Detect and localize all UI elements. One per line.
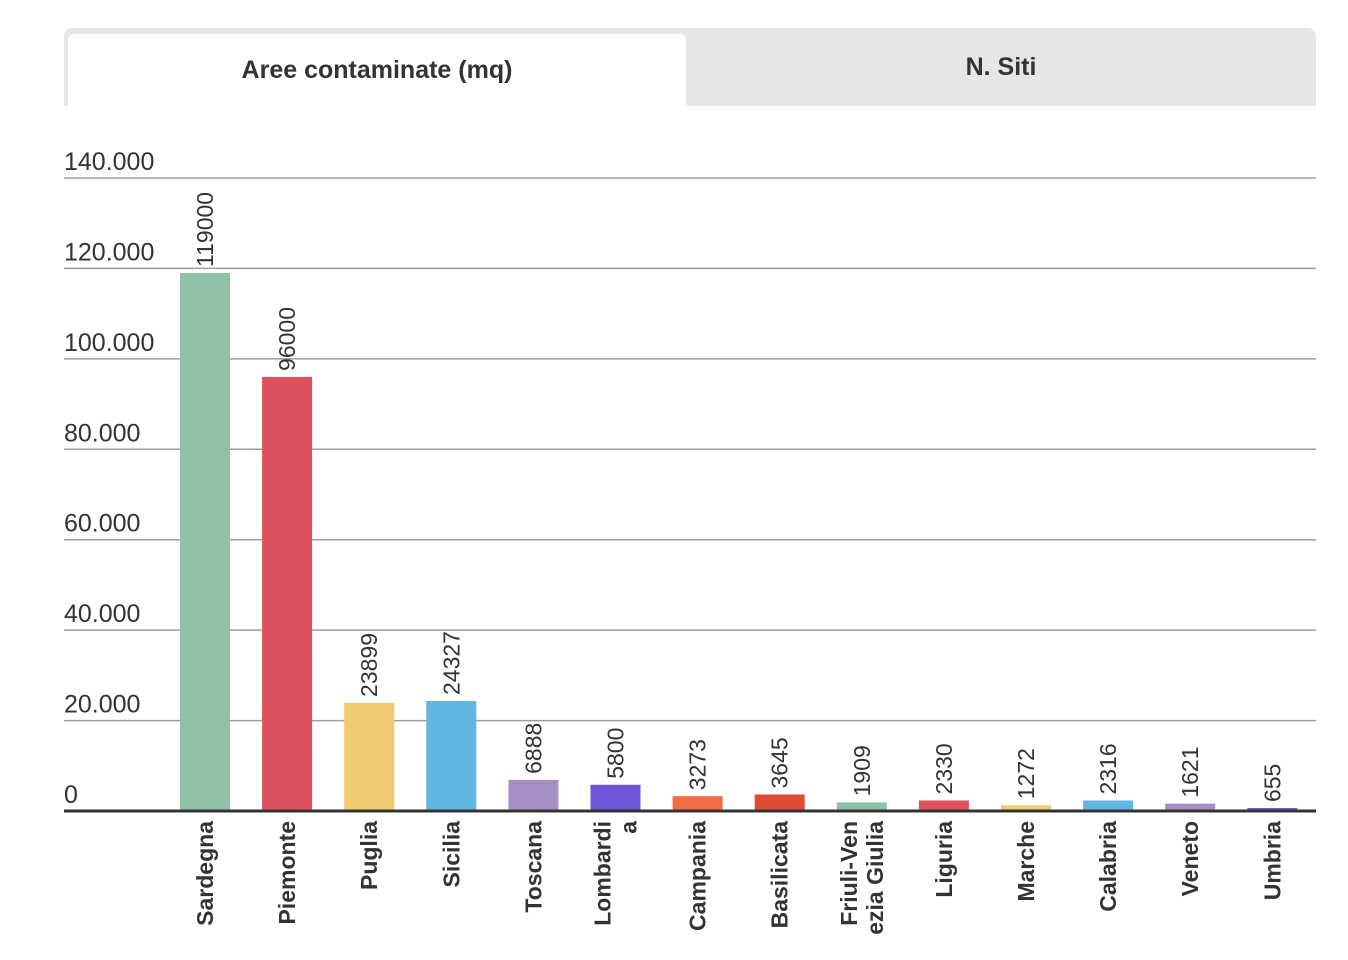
bar — [672, 796, 723, 811]
data-label: 3273 — [685, 739, 711, 790]
y-tick-label: 0 — [64, 781, 78, 809]
tab-aree-contaminate[interactable]: Aree contaminate (mq) — [68, 34, 686, 106]
tab-n-siti[interactable]: N. Siti — [965, 52, 1037, 81]
data-label: 119000 — [192, 192, 218, 267]
x-tick-label: Basilicata — [767, 821, 793, 929]
data-label: 2316 — [1095, 743, 1121, 794]
x-tick-label: a — [616, 821, 642, 834]
x-tick-label: Toscana — [520, 821, 546, 913]
data-label: 1272 — [1013, 748, 1039, 799]
x-tick-label: Campania — [685, 821, 711, 931]
data-label: 96000 — [274, 307, 300, 371]
data-label: 1909 — [849, 745, 875, 796]
x-tick-label: Veneto — [1177, 821, 1203, 896]
data-label: 3645 — [767, 737, 793, 788]
x-tick-label: Calabria — [1095, 821, 1121, 912]
bar — [836, 802, 887, 811]
bar — [1001, 805, 1051, 811]
x-tick-label: Piemonte — [274, 821, 300, 925]
bar — [508, 779, 559, 811]
data-label: 1621 — [1177, 746, 1203, 797]
bar — [262, 376, 313, 811]
data-label: 24327 — [438, 631, 464, 695]
data-label: 23899 — [356, 633, 382, 697]
y-tick-label: 140.000 — [64, 148, 154, 176]
tab-bar: Aree contaminate (mq) N. Siti — [64, 28, 1316, 106]
data-label: 2330 — [931, 743, 957, 794]
x-tick-label: Liguria — [931, 821, 957, 898]
data-label: 6888 — [520, 723, 546, 774]
y-tick-label: 40.000 — [64, 600, 140, 628]
y-tick-label: 100.000 — [64, 329, 154, 357]
bar — [180, 272, 230, 811]
x-tick-label: Friuli-Ven — [836, 821, 862, 926]
bar — [590, 784, 641, 811]
bar — [426, 701, 477, 811]
bar — [754, 794, 805, 811]
bar — [344, 702, 395, 811]
x-tick-label: Puglia — [356, 821, 382, 890]
x-tick-label: Umbria — [1259, 821, 1285, 900]
bar — [1083, 800, 1134, 811]
x-tick-label: Lombardi — [590, 821, 616, 926]
y-tick-label: 120.000 — [64, 238, 154, 266]
x-tick-label: Sicilia — [438, 821, 464, 888]
bar — [918, 800, 969, 811]
x-tick-label: Marche — [1013, 821, 1039, 902]
data-label: 655 — [1259, 764, 1285, 802]
y-tick-label: 60.000 — [64, 510, 140, 538]
y-tick-label: 20.000 — [64, 691, 140, 719]
data-label: 5800 — [603, 728, 629, 779]
bar — [1165, 803, 1216, 811]
y-tick-label: 80.000 — [64, 419, 140, 447]
x-tick-label: ezia Giulia — [862, 821, 888, 935]
x-tick-label: Sardegna — [192, 821, 218, 926]
